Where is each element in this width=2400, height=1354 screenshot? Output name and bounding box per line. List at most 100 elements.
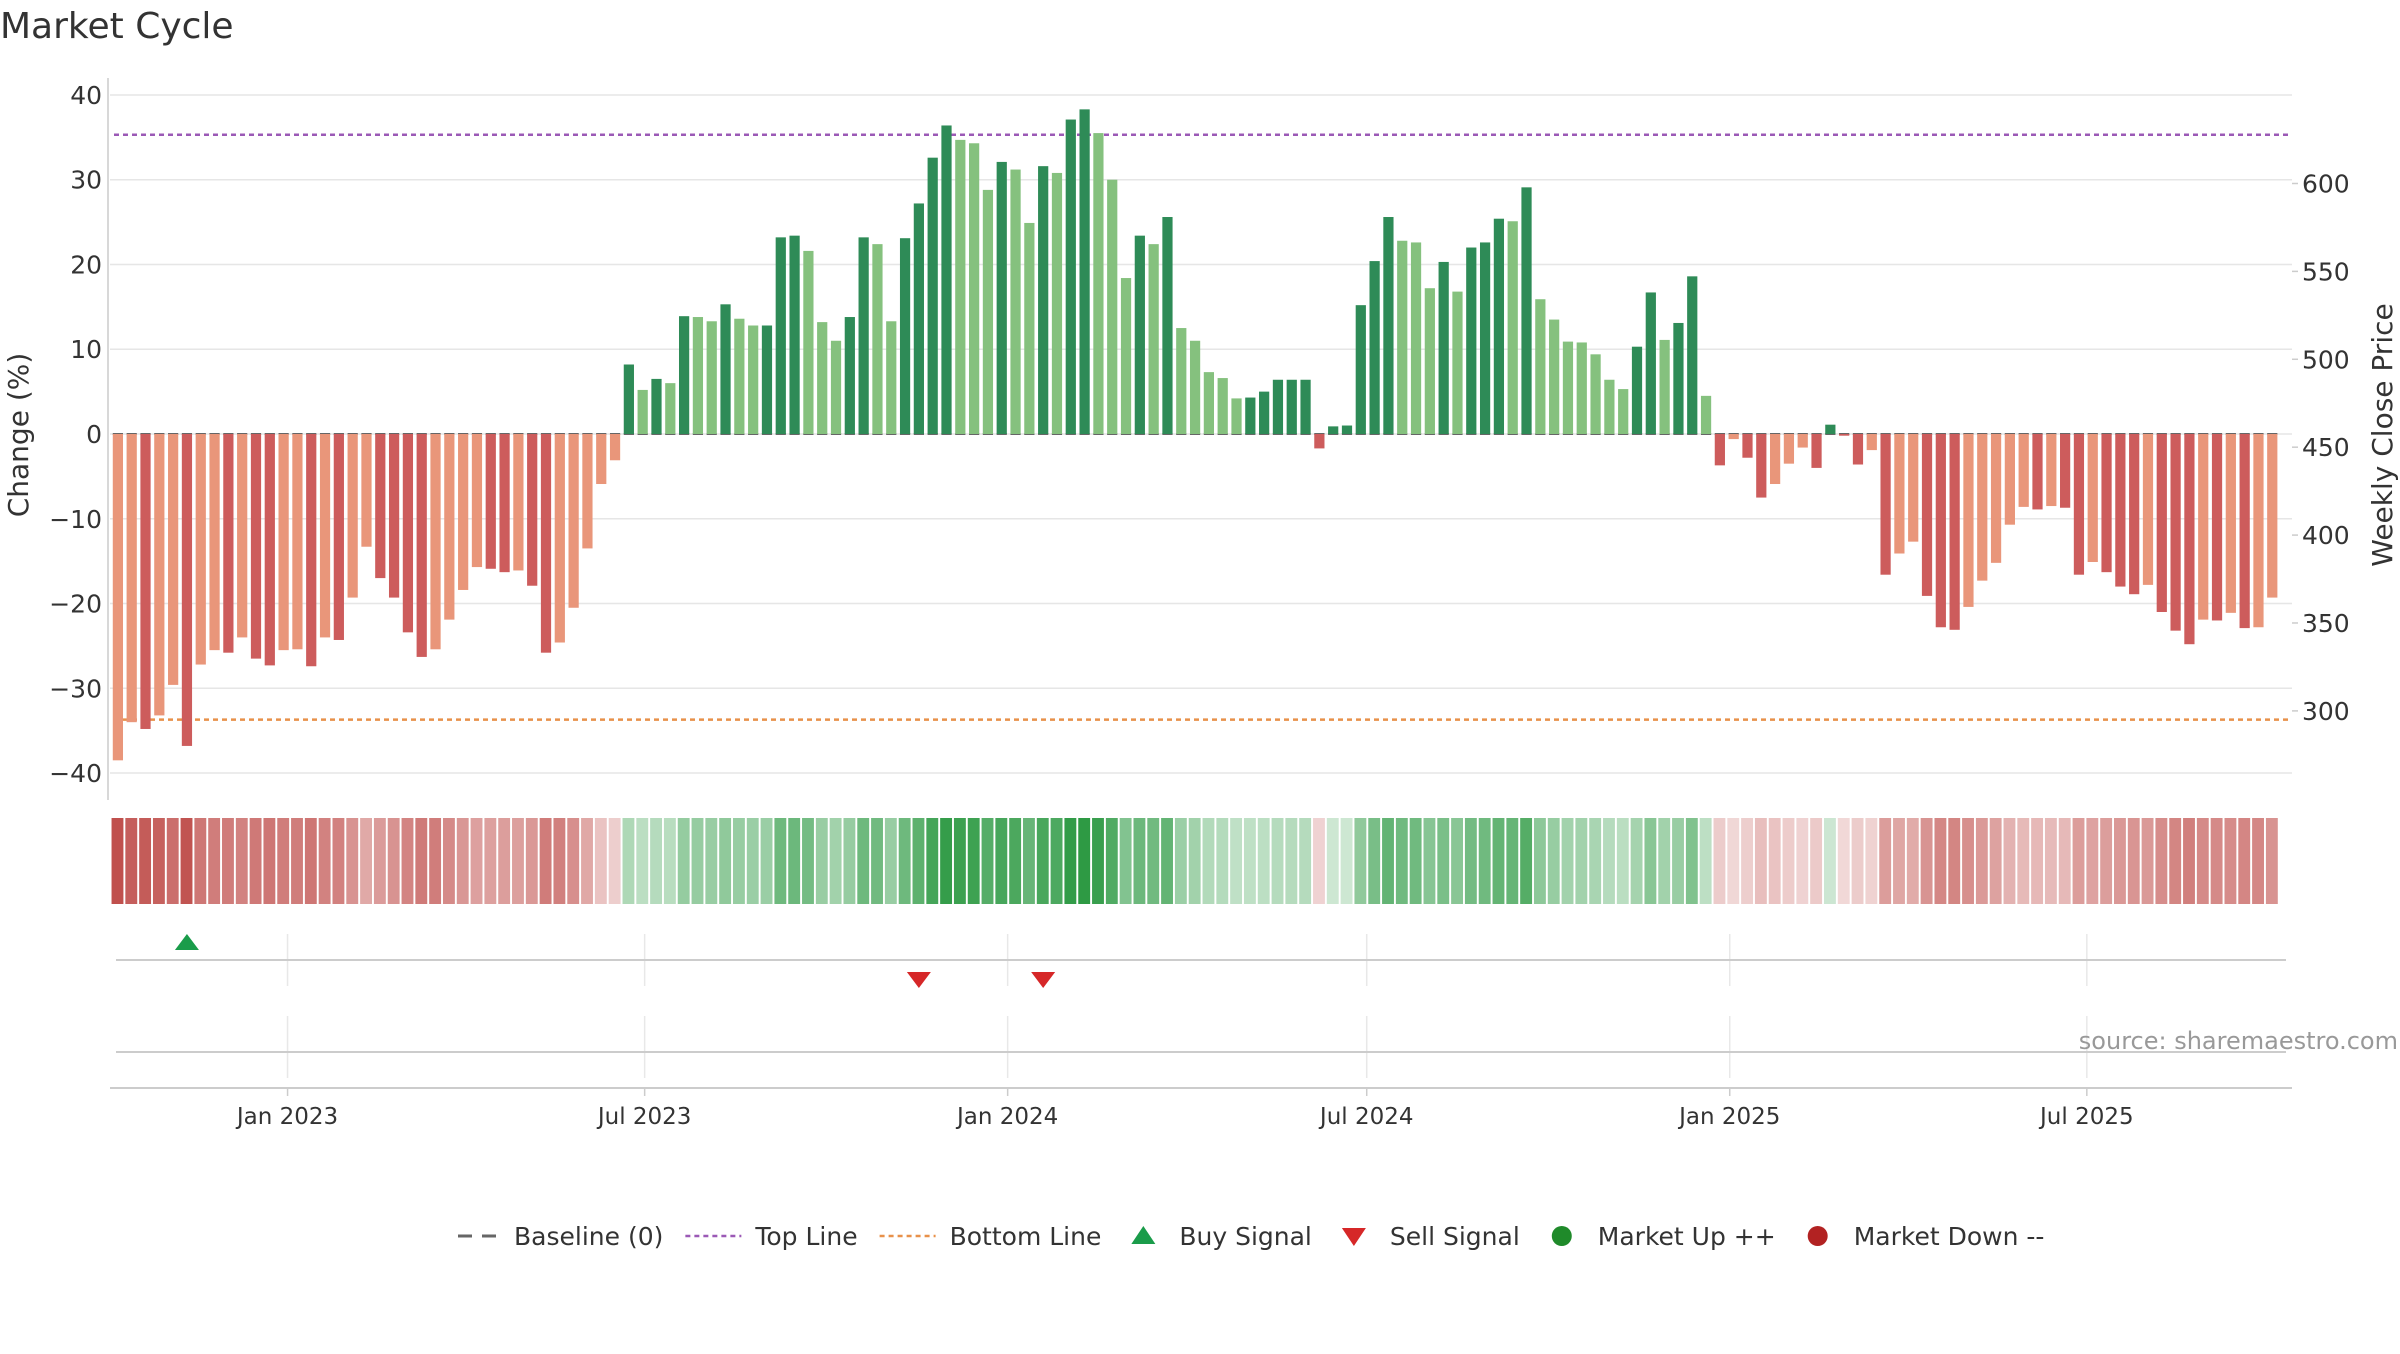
strip-cell xyxy=(926,818,939,904)
bar xyxy=(195,434,206,665)
strip-cell xyxy=(1713,818,1726,904)
strip-cell xyxy=(953,818,966,904)
bar xyxy=(665,383,676,434)
bar xyxy=(1618,389,1629,434)
strip-cell xyxy=(967,818,980,904)
strip-cell xyxy=(1851,818,1864,904)
strip-cell xyxy=(884,818,897,904)
strip-cell xyxy=(691,818,704,904)
strip-cell xyxy=(1009,818,1022,904)
bar xyxy=(1866,434,1877,451)
strip-cell xyxy=(525,818,538,904)
strip-cell xyxy=(1119,818,1132,904)
strip-cell xyxy=(1437,818,1450,904)
bar xyxy=(955,139,966,434)
bar xyxy=(319,434,331,638)
bar xyxy=(1438,261,1449,434)
strip-cell xyxy=(2017,818,2030,904)
strip-cell xyxy=(1285,818,1298,904)
bar xyxy=(1410,242,1422,434)
bar xyxy=(2198,434,2209,620)
strip-cell xyxy=(1699,818,1712,904)
legend-item-buy: Buy Signal xyxy=(1131,1222,1312,1251)
sell-signal-marker xyxy=(906,972,931,988)
bar xyxy=(1549,319,1560,434)
bar xyxy=(1756,434,1767,498)
bar xyxy=(333,434,344,640)
bar xyxy=(1687,276,1698,434)
bar xyxy=(264,434,275,666)
strip-cell xyxy=(139,818,152,904)
strip-cell xyxy=(829,818,842,904)
strip-cell xyxy=(456,818,469,904)
strip-cell xyxy=(1727,818,1740,904)
y-tick-label: −10 xyxy=(49,505,102,534)
strip-cell xyxy=(1837,818,1850,904)
strip-cell xyxy=(1147,818,1160,904)
strip-cell xyxy=(1934,818,1947,904)
bar xyxy=(1369,261,1380,434)
x-tick-label: Jan 2023 xyxy=(235,1104,338,1130)
strip-cell xyxy=(1561,818,1574,904)
bar xyxy=(1769,434,1781,485)
strip-cell xyxy=(995,818,1008,904)
bar xyxy=(292,434,303,650)
strip-cell xyxy=(1313,818,1325,904)
strip-cell xyxy=(291,818,303,904)
strip-cell xyxy=(1796,818,1809,904)
strip-cell xyxy=(2003,818,2016,904)
bar xyxy=(1590,354,1601,434)
legend-label: Bottom Line xyxy=(950,1222,1102,1251)
bar xyxy=(209,434,220,651)
strip-cell xyxy=(1423,818,1436,904)
strip-cell xyxy=(360,818,372,904)
bar xyxy=(1314,434,1325,449)
signal-panel xyxy=(116,934,2286,1078)
strip-cell xyxy=(1575,818,1588,904)
strip-cell xyxy=(180,818,193,904)
bar xyxy=(1093,133,1104,434)
sell-triangle-icon xyxy=(1341,1228,1366,1246)
bar xyxy=(2060,434,2071,508)
bar xyxy=(1217,378,1228,434)
strip-cell xyxy=(2114,818,2126,904)
bar xyxy=(817,322,828,434)
strip-cell xyxy=(249,818,262,904)
bar xyxy=(499,434,510,573)
bar xyxy=(913,203,924,434)
strip-cell xyxy=(1202,818,1215,904)
bar xyxy=(1065,119,1076,435)
strip-cell xyxy=(1754,818,1767,904)
strip-cell xyxy=(1271,818,1284,904)
strip-cell xyxy=(650,818,663,904)
market-up-dot-icon xyxy=(1551,1226,1572,1246)
bar xyxy=(761,325,773,434)
strip-cell xyxy=(125,818,138,904)
strip-cell xyxy=(1893,818,1905,904)
bar xyxy=(1479,242,1491,434)
y-tick-label: −20 xyxy=(49,590,102,619)
bar xyxy=(2129,434,2140,595)
bar xyxy=(388,434,400,598)
strip-cell xyxy=(1644,818,1657,904)
y-tick-label: 0 xyxy=(86,420,102,449)
bar xyxy=(154,434,165,716)
y-right-tick-label: 300 xyxy=(2302,697,2350,726)
y-right-tick-label: 550 xyxy=(2302,257,2350,286)
bar xyxy=(402,434,414,633)
strip-cell xyxy=(152,818,165,904)
strip-cell xyxy=(194,818,207,904)
bar xyxy=(651,378,662,434)
bar xyxy=(637,389,648,434)
bar xyxy=(1176,328,1187,434)
bar xyxy=(927,157,938,434)
strip-cell xyxy=(2141,818,2154,904)
strip-cell xyxy=(1464,818,1477,904)
bar xyxy=(140,434,151,729)
legend-item-down: Market Down -- xyxy=(1807,1222,2044,1251)
bar xyxy=(1894,434,1905,554)
bar xyxy=(1700,395,1712,434)
legend-label: Market Up ++ xyxy=(1598,1222,1776,1251)
bar xyxy=(1452,291,1463,434)
strip-cell xyxy=(2265,818,2278,904)
